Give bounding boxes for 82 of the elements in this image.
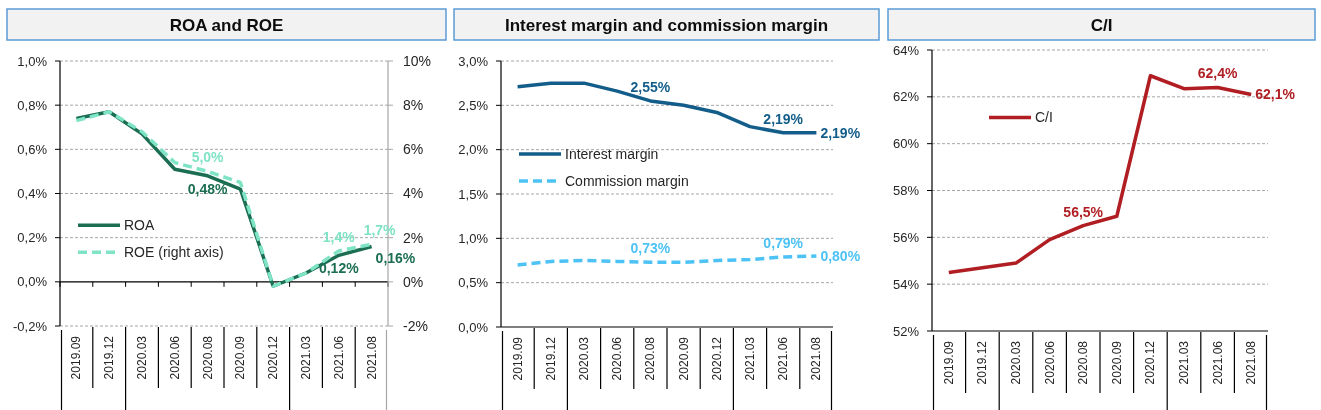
y-tick-label: 60% — [892, 136, 920, 152]
x-tick-label: 2021.06 — [331, 335, 346, 380]
x-tick-label: 2021.08 — [809, 336, 824, 381]
data-label: 5,0% — [191, 149, 225, 166]
x-tick-label: 2020.12 — [266, 335, 281, 380]
legend-label: Commission margin — [565, 173, 689, 190]
y-tick-label: 0,6% — [17, 141, 48, 157]
chart-title: Interest margin and commission margin — [504, 16, 829, 35]
data-label: 1,4% — [322, 228, 356, 245]
y-tick-label: 52% — [892, 323, 920, 339]
legend-label: Interest margin — [565, 146, 659, 163]
y-tick-label: 64% — [892, 42, 920, 58]
x-tick-label: 2020.03 — [135, 335, 149, 380]
x-tick-label: 2019.12 — [543, 336, 558, 381]
data-label: 0,80% — [820, 248, 861, 265]
y-tick-label: 1,5% — [458, 186, 489, 202]
chart-title: C/I — [1090, 16, 1113, 35]
y2-tick-label: 2% — [403, 229, 424, 246]
x-tick-label: 2021.08 — [364, 335, 379, 380]
y-tick-label: 0,8% — [17, 97, 48, 113]
y-tick-label: 0,0% — [458, 319, 489, 335]
data-label: 2,19% — [820, 124, 861, 141]
y-tick-label: 54% — [892, 276, 920, 292]
x-tick-label: 2020.03 — [1009, 340, 1023, 385]
y-tick-label: 0,2% — [17, 230, 48, 246]
x-tick-label: 2020.03 — [577, 336, 591, 381]
x-tick-label: 2021.03 — [743, 336, 757, 381]
x-tick-label: 2020.09 — [1109, 340, 1124, 385]
y2-tick-label: 4% — [403, 185, 424, 202]
y-tick-label: 0,0% — [17, 274, 48, 290]
x-tick-label: 2019.12 — [975, 340, 990, 385]
x-tick-label: 2020.12 — [1143, 340, 1158, 385]
data-label: 0,79% — [763, 234, 804, 251]
x-tick-label: 2019.09 — [69, 335, 84, 380]
x-tick-label: 2019.09 — [941, 340, 956, 385]
legend-label: ROA — [124, 217, 155, 234]
y-tick-label: 3,0% — [458, 53, 489, 69]
line-series — [515, 254, 819, 267]
x-tick-label: 2020.06 — [610, 336, 625, 381]
y2-tick-label: -2% — [403, 317, 428, 334]
y-tick-label: 0,4% — [17, 186, 48, 202]
data-label: 0,16% — [375, 249, 416, 266]
data-label: 2,55% — [630, 78, 671, 95]
x-tick-label: 2019.09 — [510, 336, 525, 381]
x-tick-label: 2021.08 — [1244, 340, 1259, 385]
x-tick-label: 2021.03 — [1177, 340, 1191, 385]
x-tick-label: 2020.09 — [676, 336, 691, 381]
y-tick-label: 58% — [892, 183, 920, 199]
x-tick-label: 2021.06 — [1210, 340, 1225, 385]
y-tick-label: 2,5% — [458, 97, 489, 113]
x-tick-label: 2021.03 — [299, 335, 313, 380]
x-tick-label: 2020.08 — [200, 335, 215, 380]
data-label: 1,7% — [363, 222, 397, 239]
x-tick-label: 2020.12 — [709, 336, 724, 381]
x-tick-label: 2020.08 — [1076, 340, 1091, 385]
x-tick-label: 2020.08 — [643, 336, 658, 381]
x-tick-label: 2020.06 — [167, 335, 182, 380]
y2-tick-label: 10% — [403, 52, 432, 69]
y-tick-label: 56% — [892, 229, 920, 245]
line-series — [515, 81, 819, 135]
y-tick-label: 0,5% — [458, 275, 489, 291]
y-tick-label: -0,2% — [13, 318, 48, 334]
legend-label: ROE (right axis) — [124, 244, 224, 261]
y-tick-label: 1,0% — [17, 53, 48, 69]
legend-label: C/I — [1035, 109, 1053, 126]
x-tick-label: 2019.12 — [102, 335, 117, 380]
y2-tick-label: 0% — [403, 273, 424, 290]
data-label: 56,5% — [1063, 203, 1104, 220]
data-label: 62,4% — [1197, 65, 1238, 82]
x-tick-label: 2020.09 — [233, 335, 248, 380]
data-label: 2,19% — [763, 110, 804, 127]
data-label: 0,73% — [630, 240, 671, 257]
y-tick-label: 62% — [892, 89, 920, 105]
data-label: 0,48% — [187, 180, 228, 197]
y-tick-label: 1,0% — [458, 230, 489, 246]
y2-tick-label: 6% — [403, 141, 424, 158]
data-label: 62,1% — [1255, 86, 1296, 103]
y2-tick-label: 8% — [403, 97, 424, 114]
y-tick-label: 2,0% — [458, 142, 489, 158]
x-tick-label: 2020.06 — [1042, 340, 1057, 385]
x-tick-label: 2021.06 — [776, 336, 791, 381]
chart-title: ROA and ROE — [169, 16, 284, 35]
